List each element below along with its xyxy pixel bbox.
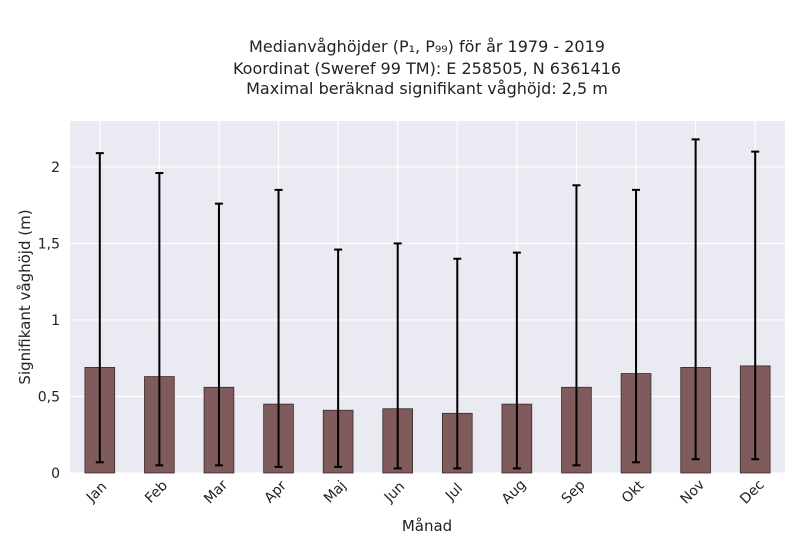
chart-title: Medianvåghöjder (P₁, P₉₉) för år 1979 - … [233, 37, 621, 98]
x-tick-label: Apr [261, 478, 290, 507]
title-line-3: Maximal beräknad signifikant våghöjd: 2,… [246, 79, 608, 98]
title-line-2: Koordinat (Sweref 99 TM): E 258505, N 63… [233, 59, 621, 78]
x-tick-label: Maj [321, 478, 350, 507]
x-tick-label: Feb [142, 478, 171, 507]
x-tick-label: Sep [559, 477, 589, 507]
x-tick-label: Aug [499, 477, 530, 508]
title-line-1: Medianvåghöjder (P₁, P₉₉) för år 1979 - … [249, 37, 605, 56]
y-tick-label: 0 [51, 466, 60, 482]
error-bars [95, 138, 760, 470]
x-tick-label: Jan [83, 479, 110, 506]
x-tick-label: Jun [381, 479, 408, 506]
x-tick-label: Mar [201, 477, 231, 507]
y-tick-label: 1,5 [38, 236, 60, 252]
x-tick-label: Jul [442, 481, 466, 505]
y-tick-label: 2 [51, 160, 60, 176]
y-tick-label: 0,5 [38, 389, 60, 405]
x-axis-ticks: Jan Feb Mar Apr Maj Jun Jul Aug Sep Okt Nov Dec [83, 477, 768, 508]
plot-area [70, 121, 785, 473]
y-axis-ticks: 0 0,5 1 1,5 2 [38, 160, 60, 482]
x-tick-label: Okt [619, 477, 648, 506]
y-tick-label: 1 [51, 313, 60, 329]
y-axis-label: Signifikant våghöjd (m) [16, 209, 34, 384]
x-tick-label: Nov [677, 477, 708, 508]
x-tick-label: Dec [737, 477, 767, 507]
x-axis-label: Månad [402, 517, 452, 535]
